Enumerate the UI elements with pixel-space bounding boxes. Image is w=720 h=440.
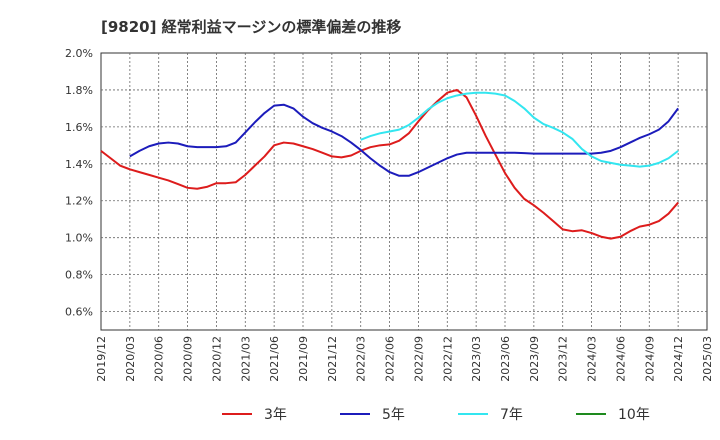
legend-label: 10年 — [618, 407, 650, 423]
x-tick-label: 2022/03 — [355, 336, 368, 382]
x-tick-label: 2024/09 — [643, 336, 656, 382]
x-tick-label: 2024/03 — [586, 336, 599, 382]
x-tick-label: 2020/12 — [210, 336, 223, 382]
legend-label: 7年 — [500, 407, 523, 423]
x-tick-label: 2021/09 — [297, 336, 310, 382]
x-axis-ticks: 2019/12 2020/03 2020/06 2020/09 2020/12 2021/… — [95, 336, 714, 382]
x-tick-label: 2024/12 — [672, 336, 685, 382]
y-tick-label: 2.0% — [65, 47, 93, 60]
y-axis-ticks: 2.0% 1.8% 1.6% 1.4% 1.2% 1.0% 0.8% 0.6% — [65, 47, 93, 319]
y-tick-label: 1.8% — [65, 84, 93, 97]
x-tick-label: 2025/03 — [701, 336, 714, 382]
legend-label: 5年 — [382, 407, 405, 423]
plot-frame — [100, 52, 708, 331]
x-tick-label: 2023/09 — [528, 336, 541, 382]
legend: 3年 5年 7年 10年 — [222, 407, 650, 423]
y-tick-label: 1.4% — [65, 158, 93, 171]
x-tick-label: 2023/12 — [557, 336, 570, 382]
x-tick-label: 2024/06 — [614, 336, 627, 382]
x-tick-label: 2022/06 — [384, 336, 397, 382]
legend-label: 3年 — [264, 407, 287, 423]
y-tick-label: 1.2% — [65, 195, 93, 208]
series-line-1 — [100, 88, 679, 240]
x-tick-label: 2020/09 — [182, 336, 195, 382]
y-tick-label: 1.6% — [65, 121, 93, 134]
chart-title: [9820] 経常利益マージンの標準偏差の推移 — [101, 18, 401, 36]
x-tick-label: 2020/06 — [153, 336, 166, 382]
x-tick-label: 2020/03 — [124, 336, 137, 382]
x-tick-label: 2022/09 — [412, 336, 425, 382]
series-lines — [100, 88, 679, 240]
x-tick-label: 2023/06 — [499, 336, 512, 382]
x-tick-label: 2022/12 — [441, 336, 454, 382]
x-tick-label: 2019/12 — [95, 336, 108, 382]
y-tick-label: 1.0% — [65, 232, 93, 245]
x-tick-label: 2021/12 — [326, 336, 339, 382]
x-tick-label: 2021/06 — [268, 336, 281, 382]
x-tick-label: 2023/03 — [470, 336, 483, 382]
series-line-3 — [360, 91, 679, 168]
y-tick-label: 0.6% — [65, 306, 93, 319]
plot-area — [100, 52, 708, 331]
y-tick-label: 0.8% — [65, 269, 93, 282]
x-tick-label: 2021/03 — [239, 336, 252, 382]
